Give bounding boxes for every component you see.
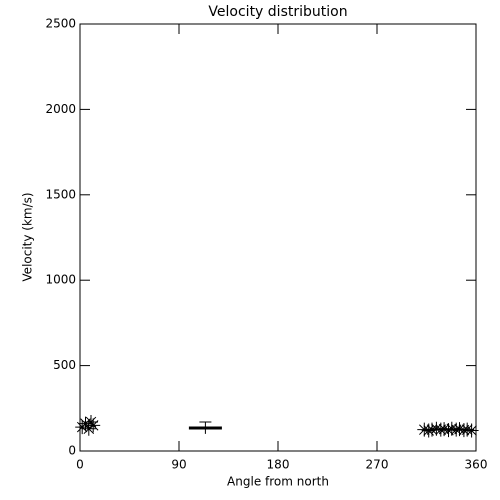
y-tick-label: 2500 bbox=[45, 17, 76, 31]
data-point bbox=[81, 421, 96, 436]
x-tick-label: 270 bbox=[366, 458, 389, 472]
data-point bbox=[460, 422, 475, 437]
x-tick-label: 180 bbox=[267, 458, 290, 472]
y-tick-label: 500 bbox=[53, 358, 76, 372]
data-point bbox=[449, 422, 464, 437]
data-point bbox=[429, 421, 444, 436]
data-point bbox=[441, 423, 456, 438]
data-point bbox=[452, 422, 467, 437]
data-point bbox=[417, 422, 432, 437]
data-point bbox=[437, 422, 452, 437]
y-tick-label: 1000 bbox=[45, 273, 76, 287]
data-point bbox=[86, 418, 101, 433]
x-tick-label: 0 bbox=[76, 458, 84, 472]
data-point bbox=[425, 422, 439, 437]
data-point bbox=[433, 422, 448, 437]
x-tick-label: 90 bbox=[171, 458, 186, 472]
data-point bbox=[464, 423, 479, 438]
x-axis-label: Angle from north bbox=[227, 475, 329, 489]
y-tick-label: 2000 bbox=[45, 102, 76, 116]
data-point bbox=[421, 423, 436, 438]
data-point bbox=[456, 423, 471, 438]
data-point bbox=[444, 421, 459, 436]
y-tick-label: 1500 bbox=[45, 187, 76, 201]
y-axis-label: Velocity (km/s) bbox=[21, 192, 35, 281]
y-tick-label: 0 bbox=[68, 444, 76, 458]
data-point bbox=[78, 416, 93, 431]
data-point bbox=[84, 414, 98, 429]
x-tick-label: 360 bbox=[465, 458, 488, 472]
chart-title: Velocity distribution bbox=[208, 4, 347, 20]
